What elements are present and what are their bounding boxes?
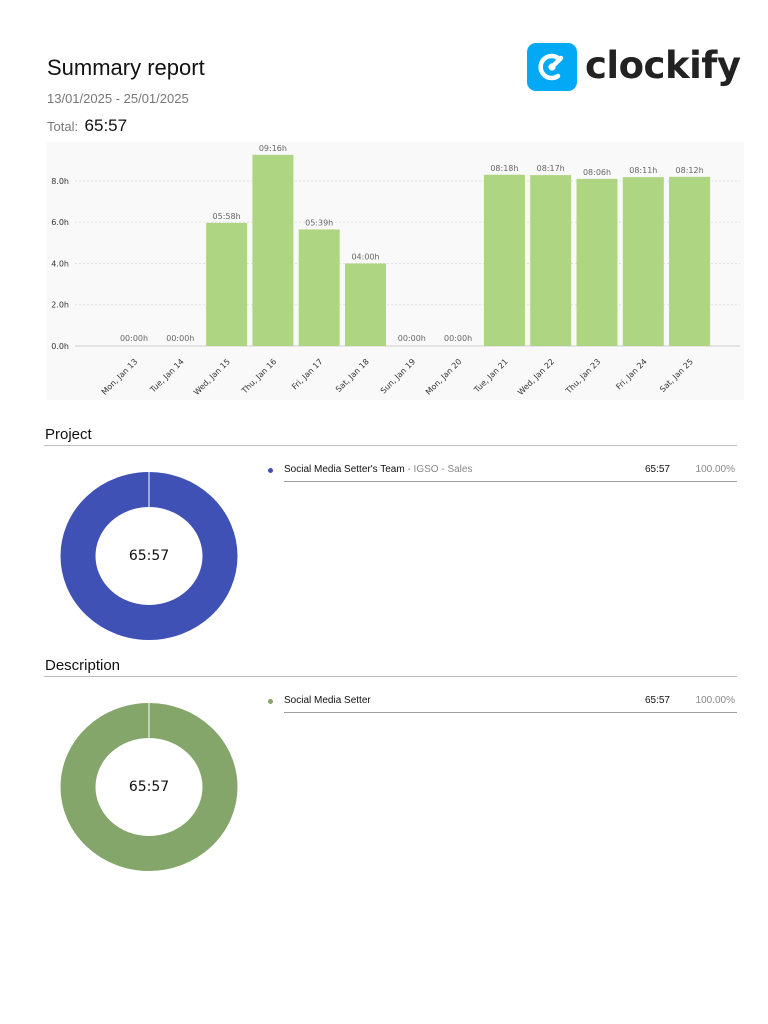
- project-color-dot: [268, 468, 273, 473]
- bar: [345, 263, 386, 346]
- x-tick-label: Thu, Jan 16: [239, 357, 278, 396]
- x-tick-label: Wed, Jan 15: [192, 357, 232, 397]
- description-name: Social Media Setter: [284, 695, 371, 706]
- project-name: Social Media Setter's Team - IGSO - Sale…: [284, 464, 472, 475]
- bar-value-label: 00:00h: [444, 334, 472, 343]
- bar-value-label: 00:00h: [120, 334, 148, 343]
- project-section-title: Project: [45, 426, 92, 443]
- y-tick-label: 0.0h: [51, 342, 69, 351]
- project-duration: 65:57: [644, 464, 670, 475]
- brand-name: clockify: [585, 44, 741, 87]
- y-tick-label: 4.0h: [51, 259, 69, 268]
- daily-hours-chart: 0.0h 2.0h 4.0h 6.0h 8.0h 00:00h Mon, Jan 13 00:…: [46, 142, 744, 400]
- bar-value-label: 08:18h: [490, 164, 518, 173]
- x-tick-label: Mon, Jan 13: [100, 357, 140, 397]
- x-tick-label: Sat, Jan 25: [658, 357, 695, 394]
- x-tick-label: Thu, Jan 23: [563, 357, 602, 396]
- bar: [252, 154, 294, 346]
- bar-value-label: 08:11h: [629, 166, 657, 175]
- description-row-divider: [284, 712, 737, 713]
- bar-value-label: 08:12h: [676, 166, 704, 175]
- bar: [298, 229, 340, 346]
- bar: [206, 222, 248, 346]
- clockify-logo: clockify: [527, 43, 741, 91]
- description-donut-total: 65:57: [128, 779, 170, 795]
- x-tick-label: Tue, Jan 14: [148, 357, 186, 395]
- clockify-logo-icon: [527, 43, 577, 91]
- project-percent: 100.00%: [695, 464, 735, 475]
- project-legend-row: Social Media Setter's Team - IGSO - Sale…: [268, 463, 737, 483]
- bar-value-label: 05:58h: [213, 212, 241, 221]
- total-value: 65:57: [84, 116, 128, 135]
- description-percent: 100.00%: [695, 695, 735, 706]
- bar-value-label: 08:17h: [537, 164, 565, 173]
- y-tick-label: 6.0h: [51, 218, 69, 227]
- description-legend-row: Social Media Setter 65:57 100.00%: [268, 694, 737, 714]
- bar-value-label: 09:16h: [259, 144, 287, 153]
- bar-value-label: 00:00h: [166, 334, 194, 343]
- project-name-main: Social Media Setter's Team: [284, 464, 405, 475]
- project-section-divider: [44, 445, 737, 446]
- x-tick-label: Wed, Jan 22: [516, 357, 556, 397]
- bar: [530, 175, 572, 346]
- x-tick-label: Fri, Jan 17: [290, 357, 324, 391]
- daily-hours-chart-svg: 0.0h 2.0h 4.0h 6.0h 8.0h 00:00h Mon, Jan 13 00:…: [51, 144, 740, 397]
- bar: [576, 178, 618, 346]
- x-tick-label: Sat, Jan 18: [334, 357, 371, 394]
- description-section-divider: [44, 676, 737, 677]
- project-row-divider: [284, 481, 737, 482]
- x-tick-label: Sun, Jan 19: [379, 357, 417, 395]
- total-label: Total:: [47, 119, 79, 134]
- bar-value-label: 00:00h: [398, 334, 426, 343]
- x-tick-label: Tue, Jan 21: [472, 357, 510, 395]
- project-donut-chart: 65:57: [60, 472, 238, 640]
- description-donut-chart: 65:57: [60, 703, 238, 871]
- bar-value-label: 05:39h: [305, 218, 333, 227]
- project-client-task: - IGSO - Sales: [404, 464, 473, 475]
- y-tick-label: 8.0h: [51, 177, 69, 186]
- bar: [483, 174, 525, 346]
- description-color-dot: [268, 699, 273, 704]
- total-summary: Total: 65:57: [47, 116, 127, 136]
- bar-value-label: 08:06h: [583, 168, 611, 177]
- bar-value-label: 04:00h: [351, 252, 379, 261]
- description-duration: 65:57: [644, 695, 670, 706]
- bar: [669, 176, 711, 346]
- report-title: Summary report: [47, 55, 205, 80]
- y-tick-label: 2.0h: [51, 301, 69, 310]
- description-section-title: Description: [45, 657, 121, 674]
- x-tick-label: Mon, Jan 20: [424, 357, 464, 397]
- x-tick-label: Fri, Jan 24: [614, 357, 648, 391]
- project-donut-total: 65:57: [128, 548, 170, 564]
- date-range: 13/01/2025 - 25/01/2025: [47, 91, 189, 106]
- bar: [622, 177, 664, 346]
